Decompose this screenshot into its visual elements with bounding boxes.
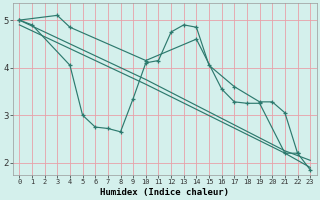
X-axis label: Humidex (Indice chaleur): Humidex (Indice chaleur) [100,188,229,197]
